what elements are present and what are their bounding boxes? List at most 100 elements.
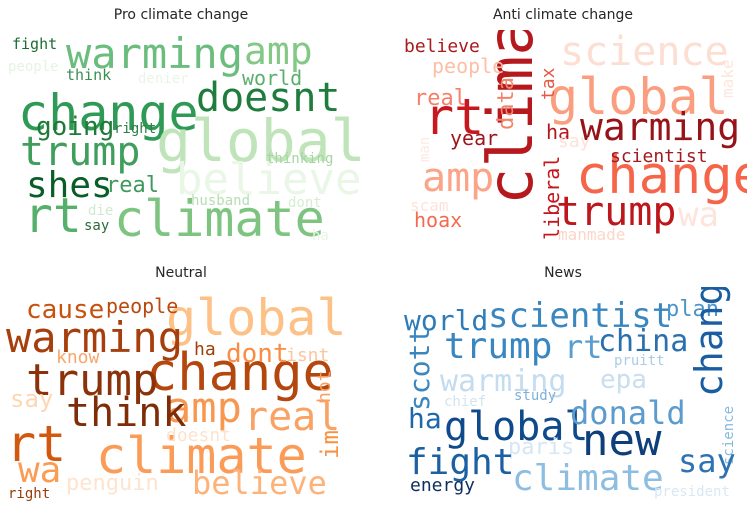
word-change: change [18,84,199,142]
wordcloud-anti: climate science global warming change trump rt… [388,30,747,265]
word-warming: warming [66,30,244,78]
word-think: think [66,66,112,84]
word-man: man [417,136,433,162]
word-global: global [166,289,347,347]
word-change: change [146,343,334,403]
word-make: make [718,59,737,98]
word-thinking: thinking [266,151,334,167]
word-world: world [404,304,489,337]
word-change: change [576,146,747,206]
word-rt: rt [564,328,603,366]
word-think: think [66,390,187,436]
word-paris: paris [508,435,575,460]
word-energy: energy [410,475,476,496]
word-ha: ha [546,120,571,144]
word-cause: cause [26,295,105,325]
word-new: new [582,415,662,466]
word-year: year [450,126,499,150]
word-rt: rt [424,88,485,146]
word-real: real [414,86,467,111]
word-china: china [598,324,689,359]
word-global: global [444,404,589,450]
word-hot: hot [314,370,335,403]
word-warming: warming [6,313,184,362]
word-doesnt: doesnt [166,425,232,446]
word-ha: ha [194,339,216,360]
word-im: im [316,430,344,459]
word-climate: climate [96,427,307,485]
word-going: going [36,112,115,142]
word-science: science [560,30,729,75]
word-doesnt: doesnt [196,75,341,121]
word-manmade: manmade [558,225,626,244]
word-president: president [654,484,730,500]
word-say: say [678,442,736,480]
word-scott: scott [403,326,436,411]
title-news: News [544,265,582,281]
word-trump: trump [444,326,553,367]
word-rt: rt [6,415,67,473]
word-isnt: isnt [286,345,330,366]
word-know: know [56,347,100,368]
word-fight: fight [406,442,515,483]
word-say: say [558,131,591,152]
word-warming: warming [580,105,741,149]
word-fight: fight [12,35,58,53]
word-real: real [244,394,341,440]
word-believe: believe [404,36,480,57]
word-rt: rt [24,188,82,244]
word-warming: warming [440,364,567,399]
wordcloud-neutral: global cause people warming change trump amp re… [6,287,366,522]
title-anti: Anti climate change [492,7,634,23]
word-epa: epa [600,365,647,395]
word-shes: shes [26,165,113,206]
word-believe: believe [176,154,362,205]
word-trump: trump [20,129,141,175]
word-dont: dont [226,339,289,369]
word-real: real [106,173,159,198]
word-people: people [8,59,59,75]
word-scam: scam [410,196,449,215]
word-penguin: penguin [66,471,159,496]
word-donald: donald [570,394,686,432]
word-ha: ha [408,402,442,435]
word-study: study [514,388,557,404]
word-wa: wa [18,450,62,491]
title-pro: Pro climate change [113,7,249,23]
word-believe: believe [192,464,327,502]
word-right: right [114,121,157,137]
word-amp: amp [166,383,242,432]
word-people: people [106,294,179,318]
word-right: right [8,486,51,502]
word-husband: husband [191,193,251,209]
word-tax: tax [538,67,559,100]
word-amp: amp [422,155,495,201]
wordcloud-pro: change warming amp doesnt global trump climate… [6,30,366,265]
word-dont: dont [288,195,322,211]
word-people: people [432,54,505,78]
word-plan: plan [666,297,719,322]
word-die: die [88,203,114,219]
word-trump: trump [26,355,159,406]
word-trump: trump [556,189,677,235]
word-chief: chief [444,394,487,410]
word-hoax: hoax [414,208,463,232]
word-data: data [494,77,519,130]
word-say: say [84,218,110,234]
word-denier: denier [138,71,189,87]
word-world: world [242,66,303,90]
word-change: change [687,287,731,397]
word-climate: climate [512,458,664,499]
word-ha: ha [312,228,329,244]
word-global: global [548,68,729,126]
word-climate: climate [114,190,325,248]
title-neutral: Neutral [155,265,207,281]
word-scientist: scientist [488,296,673,336]
wordcloud-news: scientist world plan china trump rt change prui… [388,287,747,522]
word-amp: amp [244,30,313,73]
word-global: global [156,107,366,175]
word-scientist: scientist [610,146,708,167]
word-wa: wa [678,195,719,235]
word-say: say [10,385,54,413]
word-pruitt: pruitt [614,353,665,369]
